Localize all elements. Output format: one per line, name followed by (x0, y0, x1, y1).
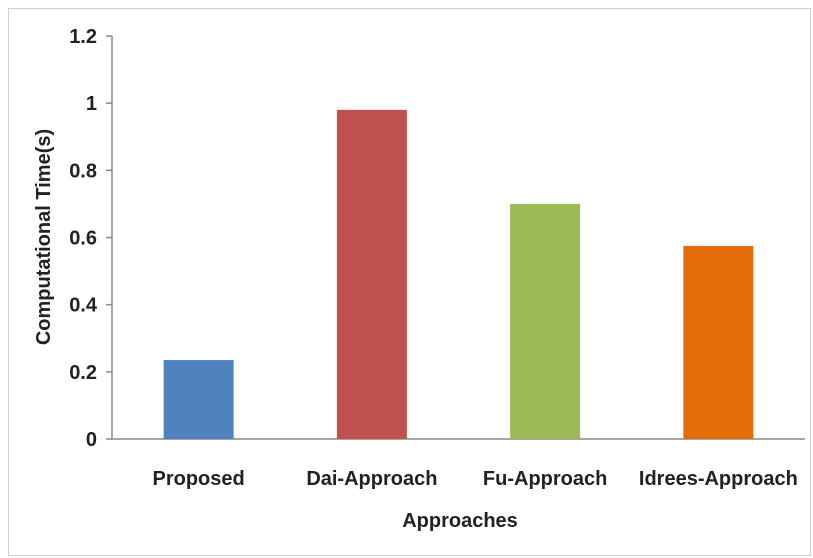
bar-idrees-approach (683, 245, 754, 439)
y-tick-label: 0.2 (69, 362, 97, 384)
y-tick-label: 1.2 (69, 26, 97, 48)
chart-frame (8, 8, 811, 556)
y-ticks: 0 0.2 0.4 0.6 0.8 1 1.2 (69, 26, 112, 451)
x-tick-label: Proposed (153, 468, 245, 490)
y-axis-title: Computational Time(s) (33, 129, 55, 345)
x-tick-label: Idrees-Approach (639, 468, 798, 490)
y-tick-label: 1 (86, 93, 97, 115)
x-tick-label: Dai-Approach (306, 468, 437, 490)
x-axis-title: Approaches (402, 510, 518, 532)
x-tick-labels: Proposed Dai-Approach Fu-Approach Idrees-Ap… (153, 468, 798, 490)
y-tick-label: 0.8 (69, 160, 97, 182)
y-tick-label: 0.6 (69, 228, 97, 250)
bar-proposed (163, 360, 234, 439)
bar-dai-approach (336, 109, 407, 439)
x-tick-label: Fu-Approach (483, 468, 607, 490)
bar-fu-approach (510, 203, 581, 439)
y-tick-label: 0 (86, 429, 97, 451)
bars (163, 109, 754, 439)
y-tick-label: 0.4 (69, 295, 98, 317)
